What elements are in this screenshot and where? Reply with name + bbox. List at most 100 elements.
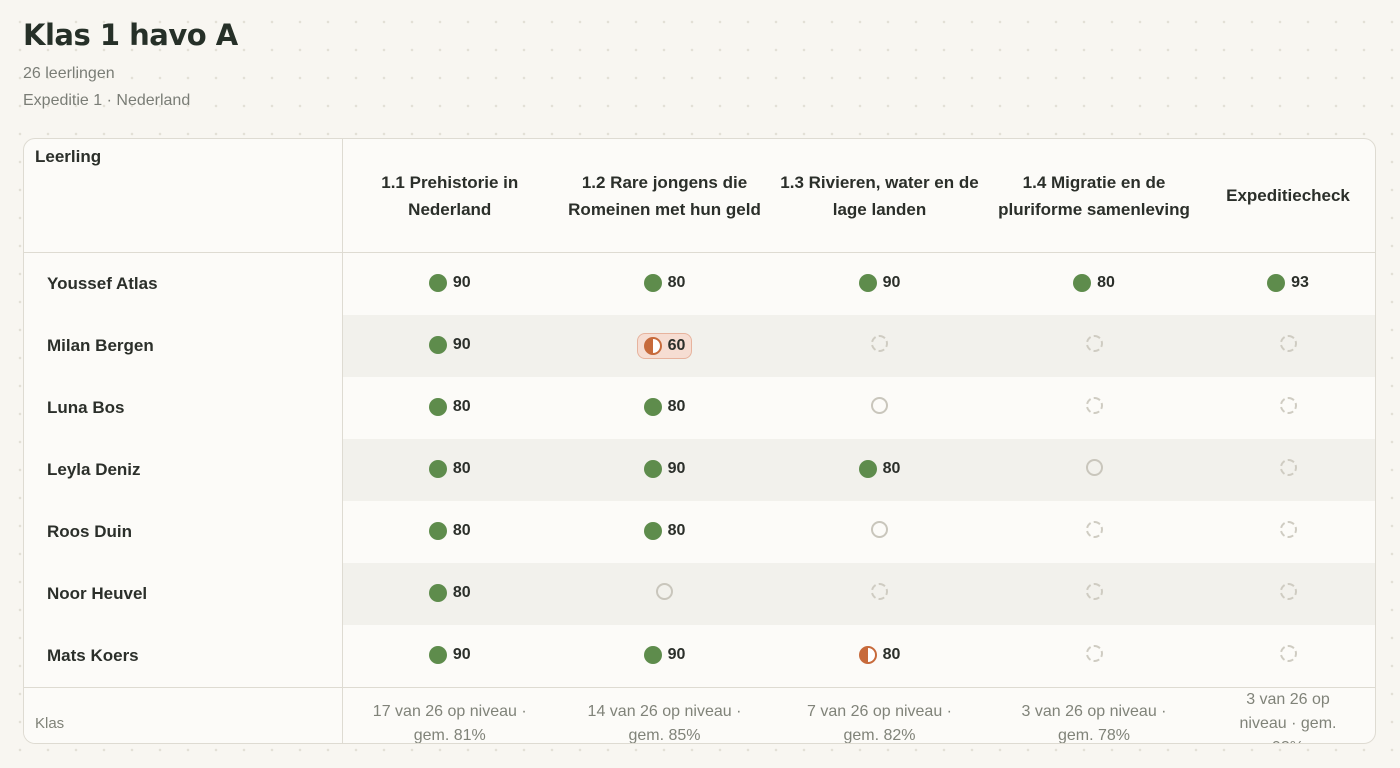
- status-icon: [1085, 645, 1103, 662]
- score-value: 80: [882, 460, 901, 477]
- score: 80: [853, 457, 907, 481]
- student-name: Luna Bos: [24, 377, 343, 439]
- score: 80: [638, 519, 692, 543]
- status-icon: [1085, 459, 1103, 476]
- status-icon: [1085, 583, 1103, 600]
- class-summary: 14 van 26 op niveau · gem. 85%: [557, 687, 772, 743]
- status-icon: [656, 583, 673, 600]
- status-icon: [1073, 274, 1092, 292]
- status-icon: [1085, 521, 1103, 538]
- score-cell: [772, 501, 987, 563]
- status-icon: [871, 521, 888, 538]
- name-header: Leerling: [24, 139, 343, 253]
- score-cell: [987, 625, 1201, 688]
- score-value: 80: [452, 460, 471, 477]
- score-value: 80: [667, 274, 686, 291]
- score: 80: [638, 271, 692, 295]
- student-name: Milan Bergen: [24, 315, 343, 377]
- score-value: 80: [452, 398, 471, 415]
- score-cell: [1201, 563, 1375, 625]
- student-name: Youssef Atlas: [24, 252, 343, 315]
- column-header: Expeditiecheck: [1201, 139, 1375, 253]
- score: 80: [638, 395, 692, 419]
- status-icon: [1085, 397, 1103, 414]
- score-cell: 80: [557, 377, 772, 439]
- status-icon: [1279, 645, 1297, 662]
- status-icon: [428, 398, 447, 416]
- score-cell: 80: [342, 439, 557, 501]
- status-icon: [428, 460, 447, 478]
- status-icon: [428, 646, 447, 664]
- score-value: 90: [667, 646, 686, 663]
- student-name: Leyla Deniz: [24, 439, 343, 501]
- score-cell: [987, 377, 1201, 439]
- status-icon: [643, 460, 662, 478]
- score-value: 80: [667, 522, 686, 539]
- score-cell: [1201, 377, 1375, 439]
- student-row: Mats Koers 90 90 80: [24, 625, 1375, 688]
- status-icon: [871, 583, 888, 600]
- score-cell: 80: [342, 563, 557, 625]
- status-icon: [428, 584, 447, 602]
- score-cell: [987, 439, 1201, 501]
- score: 80: [1067, 271, 1121, 295]
- class-summary: 17 van 26 op niveau · gem. 81%: [342, 687, 557, 743]
- status-icon: [643, 274, 662, 292]
- score-cell: 80: [342, 377, 557, 439]
- student-row: Youssef Atlas 90 80 90 80 93: [24, 252, 1375, 316]
- header-row: Leerling 1.1 Prehistorie in Nederland 1.2…: [24, 139, 1375, 253]
- status-icon: [1279, 335, 1297, 352]
- score: 80: [423, 581, 477, 605]
- table: Leerling 1.1 Prehistorie in Nederland 1.2…: [24, 139, 1375, 743]
- status-icon: [643, 522, 662, 540]
- score-cell: 90: [557, 625, 772, 688]
- score-cell: 60: [557, 315, 772, 377]
- score: 90: [853, 271, 907, 295]
- score: 90: [638, 643, 692, 667]
- status-icon: [858, 646, 877, 664]
- student-row: Luna Bos 80 80: [24, 377, 1375, 439]
- student-row: Leyla Deniz 80 90 80: [24, 439, 1375, 501]
- class-summary: 3 van 26 op niveau · gem. 92%: [1201, 687, 1375, 743]
- status-icon: [871, 397, 888, 414]
- student-row: Milan Bergen 90 60: [24, 315, 1375, 377]
- class-title: Klas 1 havo A: [23, 18, 238, 52]
- student-name: Roos Duin: [24, 501, 343, 563]
- score-cell: 80: [557, 253, 772, 316]
- status-icon: [428, 336, 447, 354]
- status-icon: [858, 460, 877, 478]
- score-cell: [1201, 439, 1375, 501]
- score-value: 90: [452, 274, 471, 291]
- status-icon: [871, 335, 888, 352]
- student-name: Mats Koers: [24, 625, 343, 688]
- score-cell: [772, 377, 987, 439]
- score-cell: 90: [342, 625, 557, 688]
- score-value: 80: [1097, 274, 1115, 291]
- status-icon: [643, 398, 662, 416]
- student-row: Noor Heuvel 80: [24, 563, 1375, 625]
- score-cell: [1201, 625, 1375, 688]
- score-cell: [557, 563, 772, 625]
- score-cell: 80: [342, 501, 557, 563]
- student-count: 26 leerlingen: [23, 65, 115, 82]
- score: 80: [423, 457, 477, 481]
- score: 90: [638, 457, 692, 481]
- footer-row: Klas 17 van 26 op niveau · gem. 81% 14 van…: [24, 687, 1375, 743]
- score: 60: [636, 332, 693, 359]
- score: 80: [423, 395, 477, 419]
- status-icon: [1279, 397, 1297, 414]
- score-value: 80: [882, 646, 901, 663]
- status-icon: [1085, 335, 1103, 352]
- status-icon: [858, 274, 877, 292]
- score-cell: 80: [772, 439, 987, 501]
- score-value: 80: [667, 398, 686, 415]
- score-cell: 80: [772, 625, 987, 688]
- status-icon: [1279, 459, 1297, 476]
- score-cell: [772, 563, 987, 625]
- score: 93: [1261, 271, 1315, 295]
- score-cell: [772, 315, 987, 377]
- class-summary: 3 van 26 op niveau · gem. 78%: [987, 687, 1201, 743]
- score-value: 93: [1291, 274, 1309, 291]
- score-cell: [987, 315, 1201, 377]
- status-icon: [1279, 583, 1297, 600]
